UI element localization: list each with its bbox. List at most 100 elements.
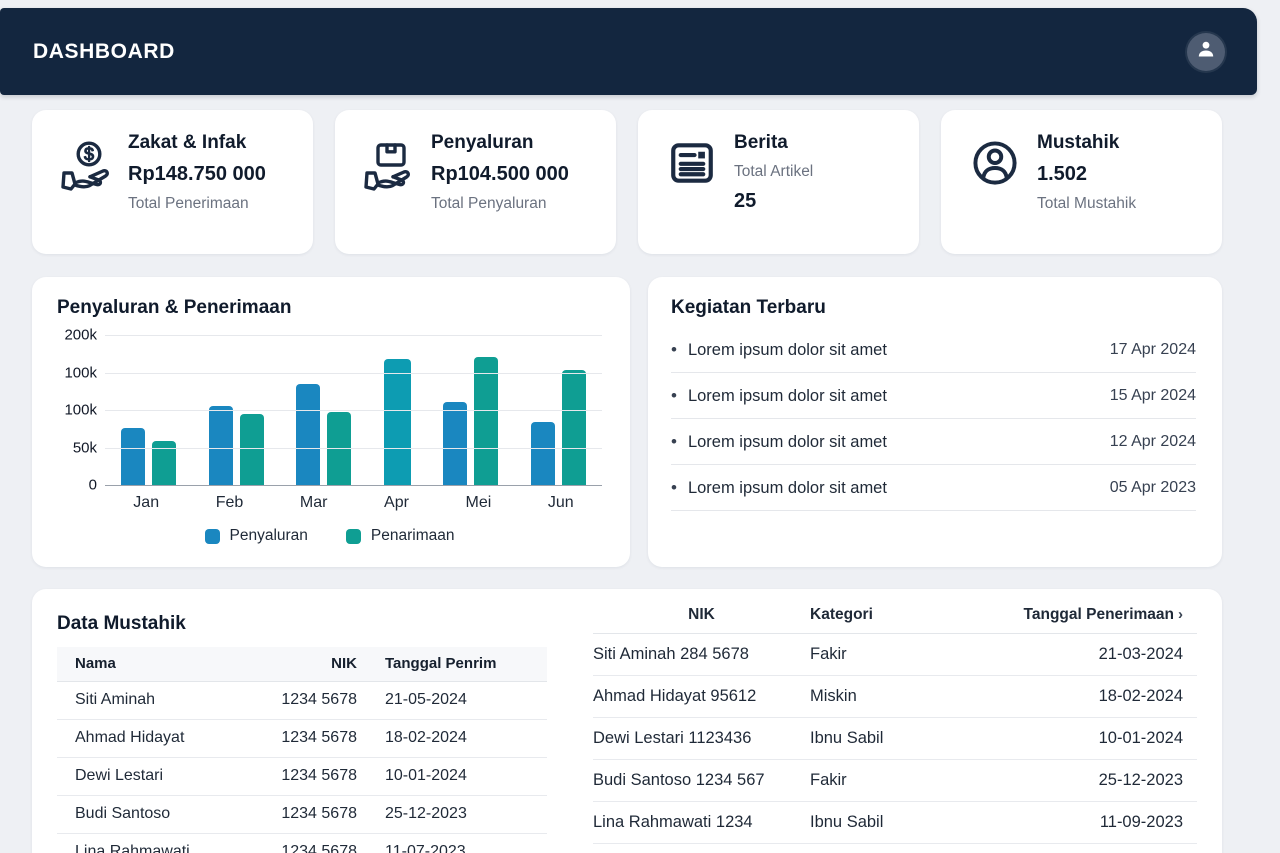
berita-news-icon — [664, 130, 720, 240]
stat-card-title: Mustahik — [1037, 132, 1120, 153]
bar-group-feb — [208, 335, 264, 485]
bar-penarimaan-mar — [327, 412, 352, 485]
y-axis-tick-label: 100k — [64, 364, 97, 381]
stat-card-subtitle: Total Artikel — [734, 163, 814, 180]
table-row: Ahmad Hidayat 95612 Miskin 18-02-2024 — [593, 675, 1197, 718]
bar-penyaluran-mei — [443, 402, 468, 485]
bar-penyaluran-mar — [296, 384, 321, 485]
stat-card-text: Berita Total Artikel 25 — [734, 130, 813, 240]
bullet-icon: • — [671, 340, 677, 359]
table-cell: Siti Aminah 284 5678 — [593, 633, 810, 676]
stat-card-penyaluran: Penyaluran Rp104.500 000 Total Penyaluran — [335, 110, 616, 254]
bar-group-mar — [296, 335, 352, 485]
table-cell: Dewi Lestari — [57, 757, 247, 796]
table-cell: 1234 5678 — [247, 833, 357, 853]
chart-bar-groups — [105, 335, 602, 485]
mustahik-right-column: NIK Kategori Tanggal Penerimaan › Siti Amin… — [593, 603, 1197, 853]
table-cell: 25-12-2023 — [980, 759, 1197, 802]
table-cell: Ahmad Hidayat 95612 — [593, 675, 810, 718]
table-row: Lina Rahmawati 1234 Ibnu Sabil 11-09-2023 — [593, 801, 1197, 844]
activities-card: Kegiatan Terbaru • Lorem ipsum dolor sit … — [648, 277, 1222, 567]
column-header-tanggal-penrim: Tanggal Penrim — [357, 647, 547, 682]
table-cell: 11-07-2023 — [357, 833, 547, 853]
table-cell: Lina Rahmawati — [57, 833, 247, 853]
activity-date: 15 Apr 2024 — [1109, 387, 1196, 404]
activity-text: Lorem ipsum dolor sit amet — [687, 386, 887, 405]
table-cell: 10-01-2024 — [357, 757, 547, 796]
legend-label: Penarimaan — [370, 527, 455, 544]
bar-penyaluran-feb — [208, 406, 233, 485]
zakat-hand-coin-icon: $ — [58, 130, 114, 240]
mustahik-detail-table: NIK Kategori Tanggal Penerimaan › Siti Amin… — [593, 603, 1197, 844]
activity-date: 05 Apr 2023 — [1109, 479, 1196, 496]
chart-y-axis: 200k 100k 100k 50k 0 — [57, 327, 105, 494]
gridline — [105, 447, 602, 449]
bar-penyaluran-jun — [530, 422, 555, 485]
stat-card-text: Zakat & Infak Rp148.750 000 Total Penerima… — [128, 130, 266, 240]
penyaluran-hand-box-icon — [361, 130, 417, 240]
column-header-nik: NIK — [247, 647, 357, 682]
activity-item: • Lorem ipsum dolor sit amet 17 Apr 2024 — [671, 327, 1196, 373]
stat-card-value: Rp148.750 000 — [128, 163, 266, 185]
bar-group-mei — [443, 335, 499, 485]
gridline — [105, 410, 602, 411]
x-axis-tick-label: Mei — [465, 494, 492, 511]
column-header-kategori: Kategori — [810, 603, 980, 634]
bar-group-jun — [530, 335, 586, 485]
activity-text-wrap: • Lorem ipsum dolor sit amet — [671, 478, 887, 498]
header: DASHBOARD — [0, 8, 1257, 95]
x-axis-tick-label: Jun — [547, 494, 574, 511]
table-cell: Lina Rahmawati 1234 — [593, 801, 810, 844]
stat-card-value: Rp104.500 000 — [431, 163, 569, 185]
table-row: Dewi Lestari 1123436 Ibnu Sabil 10-01-2024 — [593, 717, 1197, 760]
activity-item: • Lorem ipsum dolor sit amet 12 Apr 2024 — [671, 419, 1196, 465]
table-cell: Siti Aminah — [57, 681, 247, 720]
table-row: Dewi Lestari 1234 5678 10-01-2024 — [57, 757, 547, 796]
bar-group-apr — [383, 335, 411, 485]
middle-row: Penyaluran & Penerimaan 200k 100k 100k 50k 0… — [32, 277, 1222, 567]
column-header-nik: NIK — [593, 603, 810, 634]
table-cell: 25-12-2023 — [357, 795, 547, 834]
column-header-tanggal-penerimaan: Tanggal Penerimaan › — [980, 603, 1197, 634]
gridline — [105, 485, 602, 486]
table-cell: Fakir — [810, 633, 980, 676]
chart-x-axis: Jan Feb Mar Apr Mei Jun — [105, 494, 602, 512]
main-content: $ Zakat & Infak Rp148.750 000 Total Penerim… — [32, 110, 1222, 853]
table-cell: 11-09-2023 — [980, 801, 1197, 844]
bar-penarimaan-jun — [561, 370, 586, 485]
y-axis-tick-label: 50k — [72, 439, 97, 456]
table-cell: 18-02-2024 — [980, 675, 1197, 718]
stat-card-subtitle: Total Penyaluran — [431, 195, 547, 212]
sort-chevron-icon[interactable]: › — [1178, 605, 1183, 623]
table-cell: Ibnu Sabil — [810, 717, 980, 760]
stat-cards-row: $ Zakat & Infak Rp148.750 000 Total Penerim… — [32, 110, 1222, 254]
activity-date: 17 Apr 2024 — [1109, 341, 1196, 358]
bullet-icon: • — [671, 432, 677, 451]
activity-text-wrap: • Lorem ipsum dolor sit amet — [671, 432, 887, 452]
activity-text: Lorem ipsum dolor sit amet — [687, 340, 887, 359]
stat-card-berita: Berita Total Artikel 25 — [638, 110, 919, 254]
user-avatar-button[interactable] — [1187, 32, 1225, 71]
x-axis-tick-label: Jan — [133, 494, 160, 511]
bar-penarimaan-apr — [383, 359, 411, 485]
legend-label: Penyaluran — [229, 527, 308, 544]
table-row: Lina Rahmawati 1234 5678 11-07-2023 — [57, 833, 547, 853]
chart-card: Penyaluran & Penerimaan 200k 100k 100k 50k 0… — [32, 277, 630, 567]
stat-card-title: Berita — [734, 132, 788, 153]
table-cell: Miskin — [810, 675, 980, 718]
legend-swatch — [345, 528, 361, 544]
table-header-row: Nama NIK Tanggal Penrim — [57, 647, 547, 682]
stat-card-title: Penyaluran — [431, 132, 534, 153]
table-cell: Budi Santoso — [57, 795, 247, 834]
legend-item-penyaluran: Penyaluran — [204, 527, 308, 545]
stat-card-value: 1.502 — [1037, 163, 1088, 185]
activity-item: • Lorem ipsum dolor sit amet 15 Apr 2024 — [671, 373, 1196, 419]
activities-list: • Lorem ipsum dolor sit amet 17 Apr 2024 • L… — [671, 327, 1196, 511]
mustahik-summary-table: Nama NIK Tanggal Penrim Siti Aminah 1234 56… — [57, 647, 547, 853]
table-cell: 1234 5678 — [247, 719, 357, 758]
activity-date: 12 Apr 2024 — [1109, 433, 1196, 450]
table-row: Budi Santoso 1234 5678 25-12-2023 — [57, 795, 547, 834]
stat-card-mustahik: Mustahik 1.502 Total Mustahik — [941, 110, 1222, 254]
activity-text-wrap: • Lorem ipsum dolor sit amet — [671, 340, 887, 360]
chart-plot — [105, 335, 602, 486]
